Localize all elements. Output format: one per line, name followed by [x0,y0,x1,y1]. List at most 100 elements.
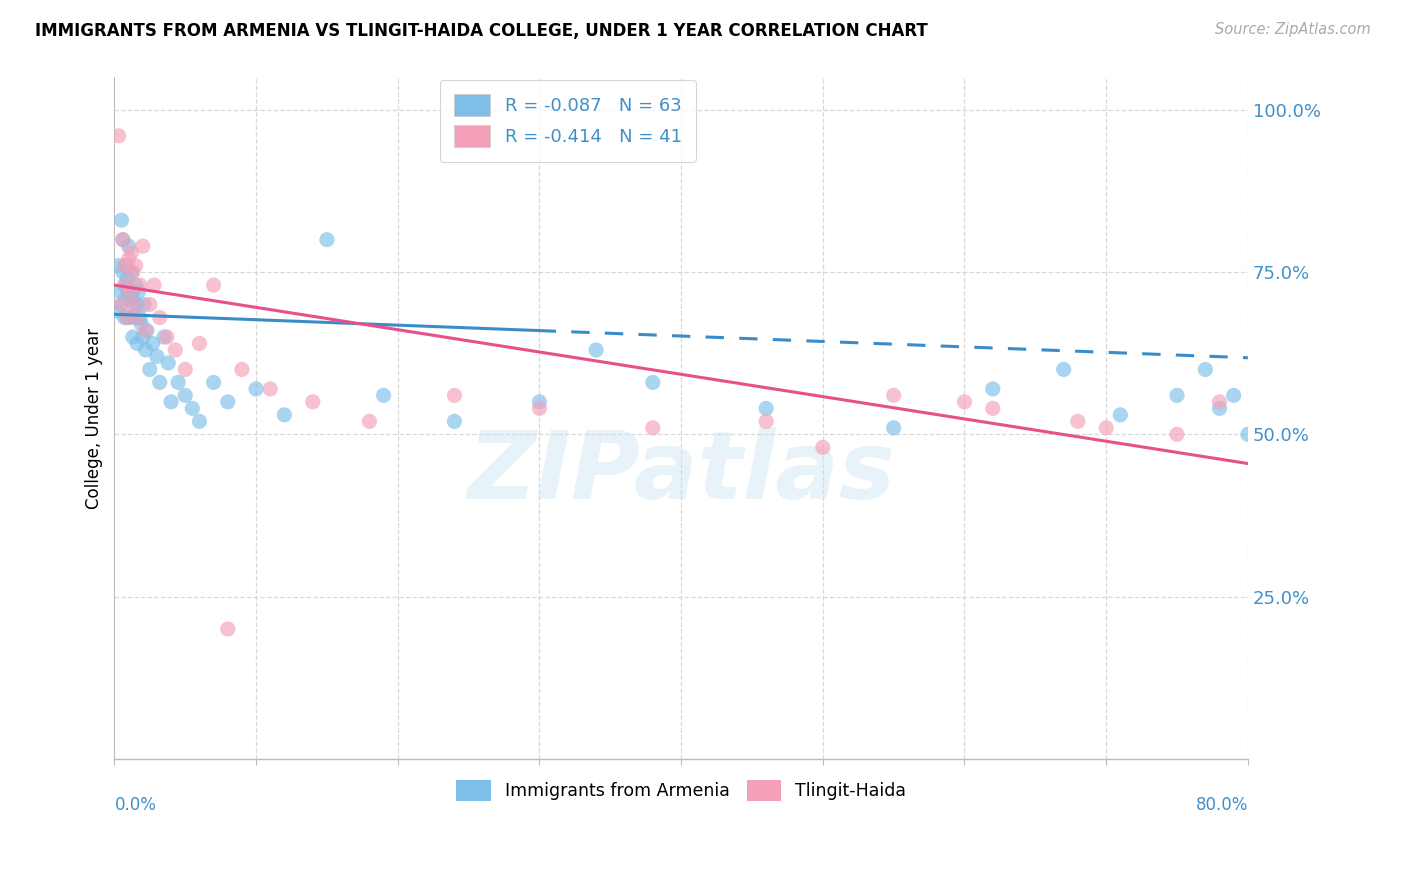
Point [1109,408,1132,422]
Point [165,343,187,357]
Point [981,401,1004,416]
Point [149,376,172,390]
Point [114,278,136,293]
Point [811,440,834,454]
Point [174,362,197,376]
Point [112,259,135,273]
Point [114,291,136,305]
Point [114,259,136,273]
Point [149,310,172,325]
Point [585,343,607,357]
Text: ZIPatlas: ZIPatlas [467,426,896,518]
Text: 0.0%: 0.0% [114,797,156,814]
Point [167,376,190,390]
Point [122,297,145,311]
Point [1095,421,1118,435]
Point [301,395,323,409]
Point [231,362,253,376]
Point [202,278,225,293]
Point [1166,388,1188,402]
Point [108,285,131,299]
Point [112,278,135,293]
Point [124,278,146,293]
Point [443,414,465,428]
Point [1208,401,1230,416]
Point [135,343,157,357]
Point [121,330,143,344]
Point [128,285,150,299]
Legend: Immigrants from Armenia, Tlingit-Haida: Immigrants from Armenia, Tlingit-Haida [449,773,914,808]
Point [131,317,153,331]
Point [122,297,145,311]
Text: 80.0%: 80.0% [1195,797,1249,814]
Point [117,252,139,267]
Point [883,421,905,435]
Point [129,278,152,293]
Point [245,382,267,396]
Point [125,310,148,325]
Point [953,395,976,409]
Point [1053,362,1076,376]
Point [156,330,179,344]
Y-axis label: College, Under 1 year: College, Under 1 year [86,327,103,508]
Point [755,401,778,416]
Point [120,265,142,279]
Point [142,336,165,351]
Point [1067,414,1090,428]
Point [112,310,135,325]
Point [115,310,138,325]
Point [755,414,778,428]
Point [153,330,176,344]
Point [115,271,138,285]
Point [132,239,155,253]
Point [316,233,339,247]
Point [121,265,143,279]
Point [111,233,134,247]
Point [118,310,141,325]
Point [1237,427,1260,442]
Point [883,388,905,402]
Point [139,362,162,376]
Point [134,297,156,311]
Point [188,414,211,428]
Point [111,265,134,279]
Point [125,297,148,311]
Point [132,330,155,344]
Point [124,259,146,273]
Point [981,382,1004,396]
Point [1208,395,1230,409]
Point [124,310,146,325]
Point [110,213,132,227]
Point [373,388,395,402]
Text: IMMIGRANTS FROM ARMENIA VS TLINGIT-HAIDA COLLEGE, UNDER 1 YEAR CORRELATION CHART: IMMIGRANTS FROM ARMENIA VS TLINGIT-HAIDA… [35,22,928,40]
Point [181,401,204,416]
Point [115,310,138,325]
Point [107,128,129,143]
Point [146,350,169,364]
Point [157,356,180,370]
Point [160,395,183,409]
Point [125,336,148,351]
Point [117,239,139,253]
Point [120,291,142,305]
Point [129,310,152,325]
Point [1194,362,1216,376]
Point [107,259,129,273]
Point [359,414,381,428]
Point [273,408,295,422]
Point [105,304,128,318]
Point [110,297,132,311]
Point [529,395,551,409]
Point [174,388,197,402]
Point [117,285,139,299]
Point [259,382,281,396]
Point [529,401,551,416]
Point [1166,427,1188,442]
Point [443,388,465,402]
Point [143,278,166,293]
Point [111,233,134,247]
Point [641,376,664,390]
Point [202,376,225,390]
Point [118,285,141,299]
Point [217,622,239,636]
